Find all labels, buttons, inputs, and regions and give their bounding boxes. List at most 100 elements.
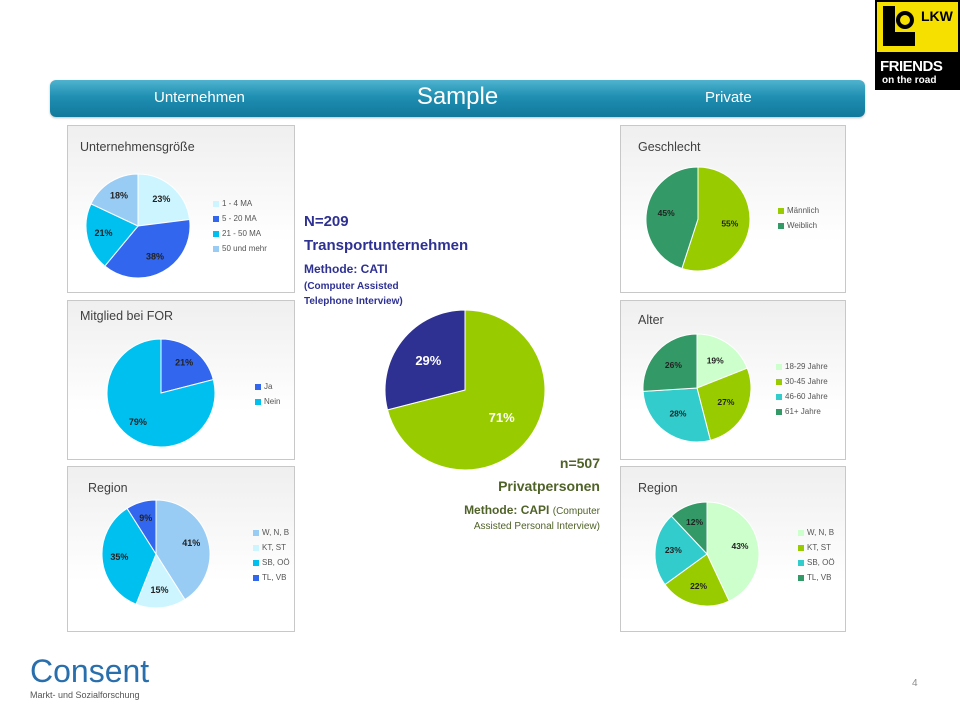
legend-swatch bbox=[778, 222, 784, 229]
pie-slice bbox=[101, 507, 157, 605]
legend-item: 46-60 Jahre bbox=[776, 389, 828, 404]
pie-slice bbox=[670, 501, 708, 556]
pie-slice-label: 21% bbox=[94, 228, 112, 238]
legend-label: W, N, B bbox=[807, 528, 835, 537]
chart-panel-age: Alter 19% 27% 28% 26% 18-29 Jahre 30-45 Jahr… bbox=[620, 300, 846, 460]
companies-method: Methode: CATI bbox=[304, 262, 388, 276]
legend-label: 1 - 4 MA bbox=[222, 199, 253, 208]
pie-slice bbox=[642, 387, 712, 443]
legend-label: 18-29 Jahre bbox=[785, 362, 828, 371]
legend-gender: Männlich Weiblich bbox=[778, 203, 819, 233]
legend-swatch bbox=[776, 363, 782, 370]
legend-swatch bbox=[253, 559, 259, 566]
pie-slice-label: 22% bbox=[690, 581, 707, 591]
private-n: n=507 bbox=[559, 455, 600, 471]
pie-slice bbox=[137, 173, 191, 227]
companies-method-detail-2: Telephone Interview) bbox=[304, 296, 403, 307]
companies-n: N=209 bbox=[304, 213, 349, 230]
pie-slice-label: 55% bbox=[721, 218, 738, 228]
chart-panel-region-companies: Region 41% 15% 35% 9% W, N, B KT, ST SB, OÖ TL… bbox=[67, 466, 295, 632]
private-method-detail-1: (Computer bbox=[552, 506, 600, 517]
pie-slice-label: 29% bbox=[415, 353, 441, 368]
legend-swatch bbox=[213, 245, 219, 252]
consent-logo: Consent Markt- und Sozialforschung bbox=[30, 655, 149, 700]
pie-slice bbox=[654, 515, 708, 586]
pie-slice-label: 15% bbox=[150, 585, 168, 595]
legend-swatch bbox=[798, 574, 804, 581]
consent-logo-name: Consent bbox=[30, 653, 150, 689]
legend-swatch bbox=[253, 574, 259, 581]
legend-swatch bbox=[798, 544, 804, 551]
pie-total: 71% 29% bbox=[384, 309, 546, 471]
pie-slice bbox=[696, 333, 748, 389]
pie-slice bbox=[90, 173, 139, 227]
legend-item: SB, OÖ bbox=[253, 555, 290, 570]
legend-swatch bbox=[778, 207, 784, 214]
private-method-prefix: Methode: CAPI bbox=[464, 503, 550, 517]
pie-slice bbox=[85, 203, 139, 267]
legend-item: 61+ Jahre bbox=[776, 404, 828, 419]
legend-item: SB, OÖ bbox=[798, 555, 835, 570]
legend-item: W, N, B bbox=[253, 525, 290, 540]
legend-item: KT, ST bbox=[798, 540, 835, 555]
pie-slice bbox=[696, 367, 752, 441]
chart-title: Mitglied bei FOR bbox=[80, 309, 174, 323]
pie-slice bbox=[135, 552, 186, 609]
legend-label: Weiblich bbox=[787, 221, 818, 230]
legend-label: 46-60 Jahre bbox=[785, 392, 828, 401]
pie-slice bbox=[681, 166, 751, 272]
legend-label: W, N, B bbox=[262, 528, 290, 537]
legend-swatch bbox=[776, 408, 782, 415]
pie-slice bbox=[642, 333, 698, 392]
banner-title: Sample bbox=[416, 83, 499, 110]
pie-slice-label: 27% bbox=[717, 397, 734, 407]
banner-left-label: Unternehmen bbox=[154, 89, 245, 106]
pie-slice-label: 12% bbox=[686, 517, 703, 527]
pie-slice-label: 21% bbox=[175, 358, 193, 368]
legend-label: TL, VB bbox=[807, 573, 832, 582]
chart-panel-gender: Geschlecht 55% 45% Männlich Weiblich bbox=[620, 125, 846, 293]
pie-for-member: 21% 79% bbox=[106, 338, 216, 448]
pie-slice-label: 23% bbox=[152, 194, 170, 204]
chart-title: Alter bbox=[638, 313, 664, 327]
lkw-logo-text: LKW bbox=[921, 8, 953, 24]
pie-slice bbox=[384, 309, 466, 411]
pie-slice bbox=[106, 338, 216, 448]
pie-slice-label: 23% bbox=[665, 545, 682, 555]
legend-item: 5 - 20 MA bbox=[213, 211, 267, 226]
legend-label: 61+ Jahre bbox=[785, 407, 821, 416]
pie-slice bbox=[104, 218, 191, 279]
legend-swatch bbox=[213, 200, 219, 207]
page-number: 4 bbox=[912, 678, 918, 689]
lkw-friends-logo: LKW FRIENDS on the road bbox=[875, 0, 960, 90]
legend-swatch bbox=[253, 529, 259, 536]
pie-slice bbox=[706, 501, 760, 602]
pie-region-companies: 41% 15% 35% 9% bbox=[101, 499, 211, 609]
legend-swatch bbox=[255, 383, 261, 390]
legend-label: SB, OÖ bbox=[262, 558, 290, 567]
pie-slice bbox=[160, 338, 214, 394]
legend-swatch bbox=[776, 393, 782, 400]
legend-item: 21 - 50 MA bbox=[213, 226, 267, 241]
legend-label: SB, OÖ bbox=[807, 558, 835, 567]
pie-slice-label: 43% bbox=[731, 541, 748, 551]
lkw-friends-logo-graphic bbox=[877, 2, 958, 88]
pie-slice bbox=[126, 499, 157, 556]
legend-swatch bbox=[213, 215, 219, 222]
legend-swatch bbox=[776, 378, 782, 385]
chart-title: Region bbox=[88, 481, 128, 495]
legend-label: Nein bbox=[264, 397, 281, 406]
legend-item: 50 und mehr bbox=[213, 241, 267, 256]
legend-company-size: 1 - 4 MA 5 - 20 MA 21 - 50 MA 50 und mehr bbox=[213, 196, 267, 256]
legend-swatch bbox=[798, 529, 804, 536]
legend-item: 1 - 4 MA bbox=[213, 196, 267, 211]
legend-item: 18-29 Jahre bbox=[776, 359, 828, 374]
friends-logo-text: FRIENDS bbox=[880, 58, 943, 75]
section-banner: Unternehmen Sample Private bbox=[50, 80, 865, 117]
pie-slice-label: 38% bbox=[146, 251, 164, 261]
legend-item: TL, VB bbox=[253, 570, 290, 585]
legend-label: Männlich bbox=[787, 206, 820, 215]
legend-swatch bbox=[798, 559, 804, 566]
on-the-road-logo-text: on the road bbox=[882, 75, 937, 86]
legend-label: 50 und mehr bbox=[222, 244, 267, 253]
